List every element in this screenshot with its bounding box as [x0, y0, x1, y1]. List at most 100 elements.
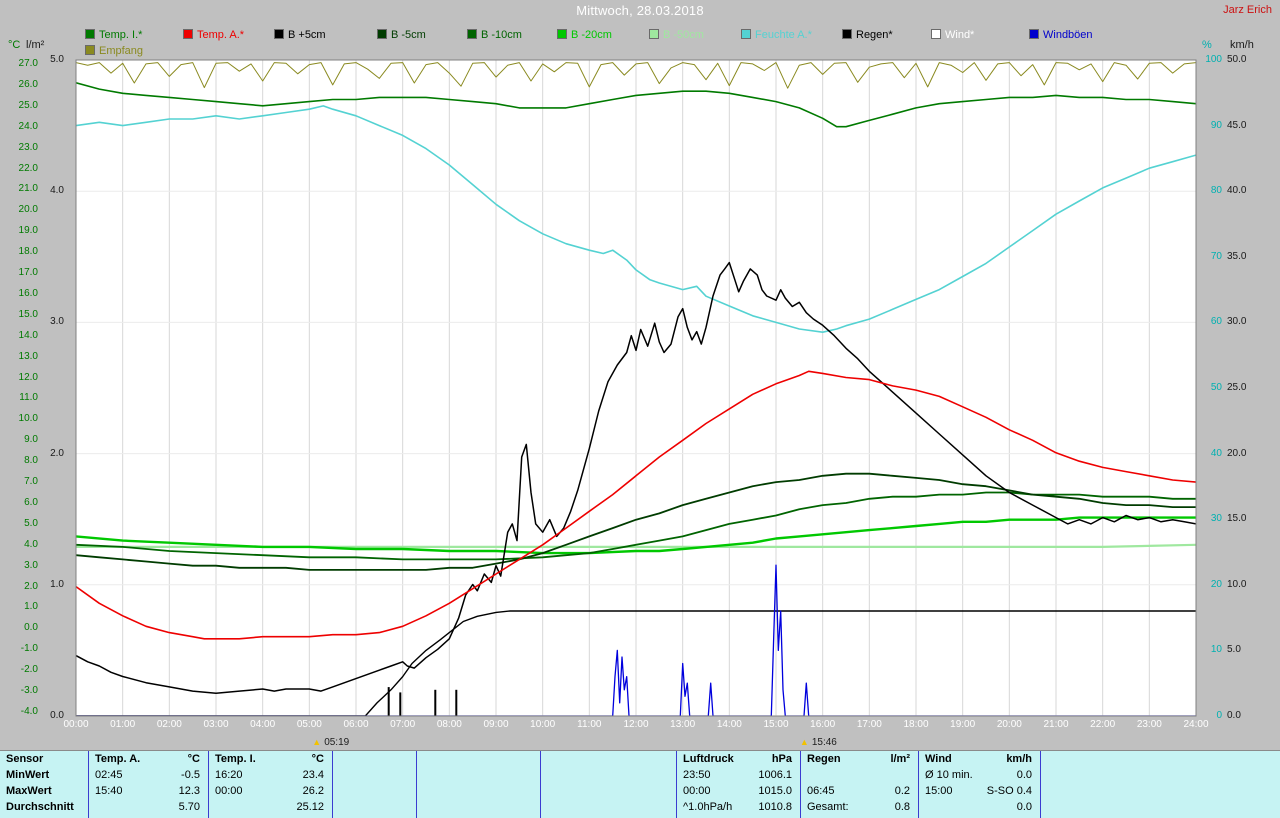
legend-item-wind: Wind* [931, 26, 974, 44]
y-axis-label-percent: 30 [1210, 513, 1222, 525]
x-axis-label: 11:00 [577, 719, 602, 730]
y-axis-label-percent: 0 [1216, 710, 1222, 721]
wind-swatch-icon [931, 29, 941, 39]
temp-i-swatch-icon [85, 29, 95, 39]
table-cell-value: 1015.0 [758, 785, 792, 797]
y-axis-label-kmh: 10.0 [1227, 578, 1247, 590]
series-windboeen [76, 564, 1196, 716]
series-b-plus5 [76, 261, 1196, 694]
x-axis-label: 12:00 [623, 719, 649, 730]
table-cell-value: S-SO 0.4 [986, 785, 1032, 797]
feuchte-a-swatch-icon [741, 29, 751, 39]
regen-swatch-icon [842, 29, 852, 39]
table-cell-time: 15:40 [95, 785, 123, 797]
series-b-minus10 [76, 491, 1196, 561]
table-header-sensor: Sensor [6, 753, 44, 765]
table-col-header: Luftdruck [683, 753, 734, 765]
y-axis-label-percent: 40 [1210, 447, 1222, 459]
legend-label: Feuchte A.* [755, 29, 812, 41]
series-regen-summe [76, 610, 1196, 716]
y-axis-label-celsius: 25.0 [18, 99, 38, 111]
x-axis-label: 04:00 [250, 719, 276, 730]
table-cell-value: -0.5 [181, 769, 200, 781]
y-axis-label-celsius: 22.0 [18, 162, 38, 174]
series-empfang [76, 62, 1196, 89]
title-bar: Mittwoch, 28.03.2018 [0, 3, 1280, 18]
y-axis-label-kmh: 5.0 [1227, 644, 1241, 656]
time-marker-2: ▲ 15:46 [800, 732, 837, 750]
y-axis-label-celsius: 21.0 [18, 183, 38, 195]
series-b-minus20 [76, 516, 1196, 555]
legend-label: B -5cm [391, 29, 426, 41]
y-axis-label-celsius: 8.0 [24, 455, 38, 467]
series-feuchte-a [76, 105, 1196, 334]
axis-header-lm2: l/m² [26, 39, 45, 51]
legend-label: Windböen [1043, 29, 1093, 41]
table-cell-time: 00:00 [683, 785, 711, 797]
x-axis-label: 03:00 [203, 719, 229, 730]
b-minus5-swatch-icon [377, 29, 387, 39]
y-axis-label-celsius: 20.0 [18, 204, 38, 216]
y-axis-label-kmh: 45.0 [1227, 119, 1247, 131]
x-axis-label: 02:00 [156, 719, 182, 730]
table-cell-value: 0.0 [1016, 769, 1032, 781]
y-axis-label-celsius: 9.0 [24, 434, 38, 446]
x-axis-label: 10:00 [530, 719, 556, 730]
x-axis-label: 07:00 [390, 719, 416, 730]
legend-item-temp-i: Temp. I.* [85, 26, 142, 44]
empfang-swatch-icon [85, 45, 95, 55]
table-cell-value: 1010.8 [758, 801, 792, 813]
page-title: Mittwoch, 28.03.2018 [576, 3, 704, 18]
b-minus50-swatch-icon [649, 29, 659, 39]
y-axis-label-kmh: 20.0 [1227, 447, 1247, 459]
legend-item-b-minus50: B -50cm [649, 26, 704, 44]
legend-item-temp-a: Temp. A.* [183, 26, 244, 44]
table-cell-time: ^1.0hPa/h [683, 801, 733, 813]
y-axis-label-celsius: -3.0 [20, 685, 38, 697]
y-axis-label-kmh: 15.0 [1227, 513, 1247, 525]
y-axis-label-percent: 70 [1210, 250, 1222, 262]
x-axis-label: 08:00 [436, 719, 462, 730]
x-axis-label: 00:00 [63, 719, 89, 730]
y-axis-label-kmh: 0.0 [1227, 710, 1241, 721]
table-col-unit: °C [187, 753, 200, 765]
y-axis-label-celsius: 10.0 [18, 413, 38, 425]
y-axis-label-celsius: -1.0 [20, 643, 38, 655]
legend-item-b-minus20: B -20cm [557, 26, 612, 44]
y-axis-label-celsius: 5.0 [24, 517, 38, 529]
y-axis-label-celsius: 24.0 [18, 120, 38, 132]
b-minus10-swatch-icon [467, 29, 477, 39]
column-separator [88, 751, 89, 818]
x-axis-label: 16:00 [810, 719, 836, 730]
b-minus20-swatch-icon [557, 29, 567, 39]
y-axis-label-kmh: 30.0 [1227, 316, 1247, 328]
y-axis-label-lm2: 4.0 [50, 185, 64, 197]
y-axis-label-celsius: 2.0 [24, 580, 38, 592]
y-axis-label-percent: 80 [1210, 185, 1222, 197]
y-axis-label-lm2: 5.0 [50, 54, 64, 65]
legend-label: Regen* [856, 29, 893, 41]
table-col-header: Wind [925, 753, 952, 765]
rain-intensity-bar [399, 692, 402, 716]
table-col-unit: °C [311, 753, 324, 765]
table-cell-value: 12.3 [178, 785, 200, 797]
x-axis-label: 17:00 [856, 719, 882, 730]
table-cell-value: 5.70 [178, 801, 200, 813]
legend-label: Empfang [99, 45, 144, 57]
x-axis-label: 15:00 [763, 719, 789, 730]
legend-label: Temp. I.* [99, 29, 143, 41]
rain-intensity-bar [455, 689, 458, 716]
y-axis-label-lm2: 2.0 [50, 447, 64, 459]
b-plus5-swatch-icon [274, 29, 284, 39]
x-axis-label: 24:00 [1183, 719, 1209, 730]
column-separator [918, 751, 919, 818]
legend-label: B -50cm [663, 29, 704, 41]
y-axis-label-kmh: 35.0 [1227, 250, 1247, 262]
legend-item-regen: Regen* [842, 26, 893, 44]
y-axis-label-percent: 50 [1210, 382, 1222, 393]
column-separator [416, 751, 417, 818]
marker-time: 05:19 [324, 737, 350, 748]
column-separator [800, 751, 801, 818]
table-cell-time: 00:00 [215, 785, 243, 797]
stats-table: Sensor MinWert MaxWert Durchschnitt Temp. A.… [0, 750, 1280, 818]
